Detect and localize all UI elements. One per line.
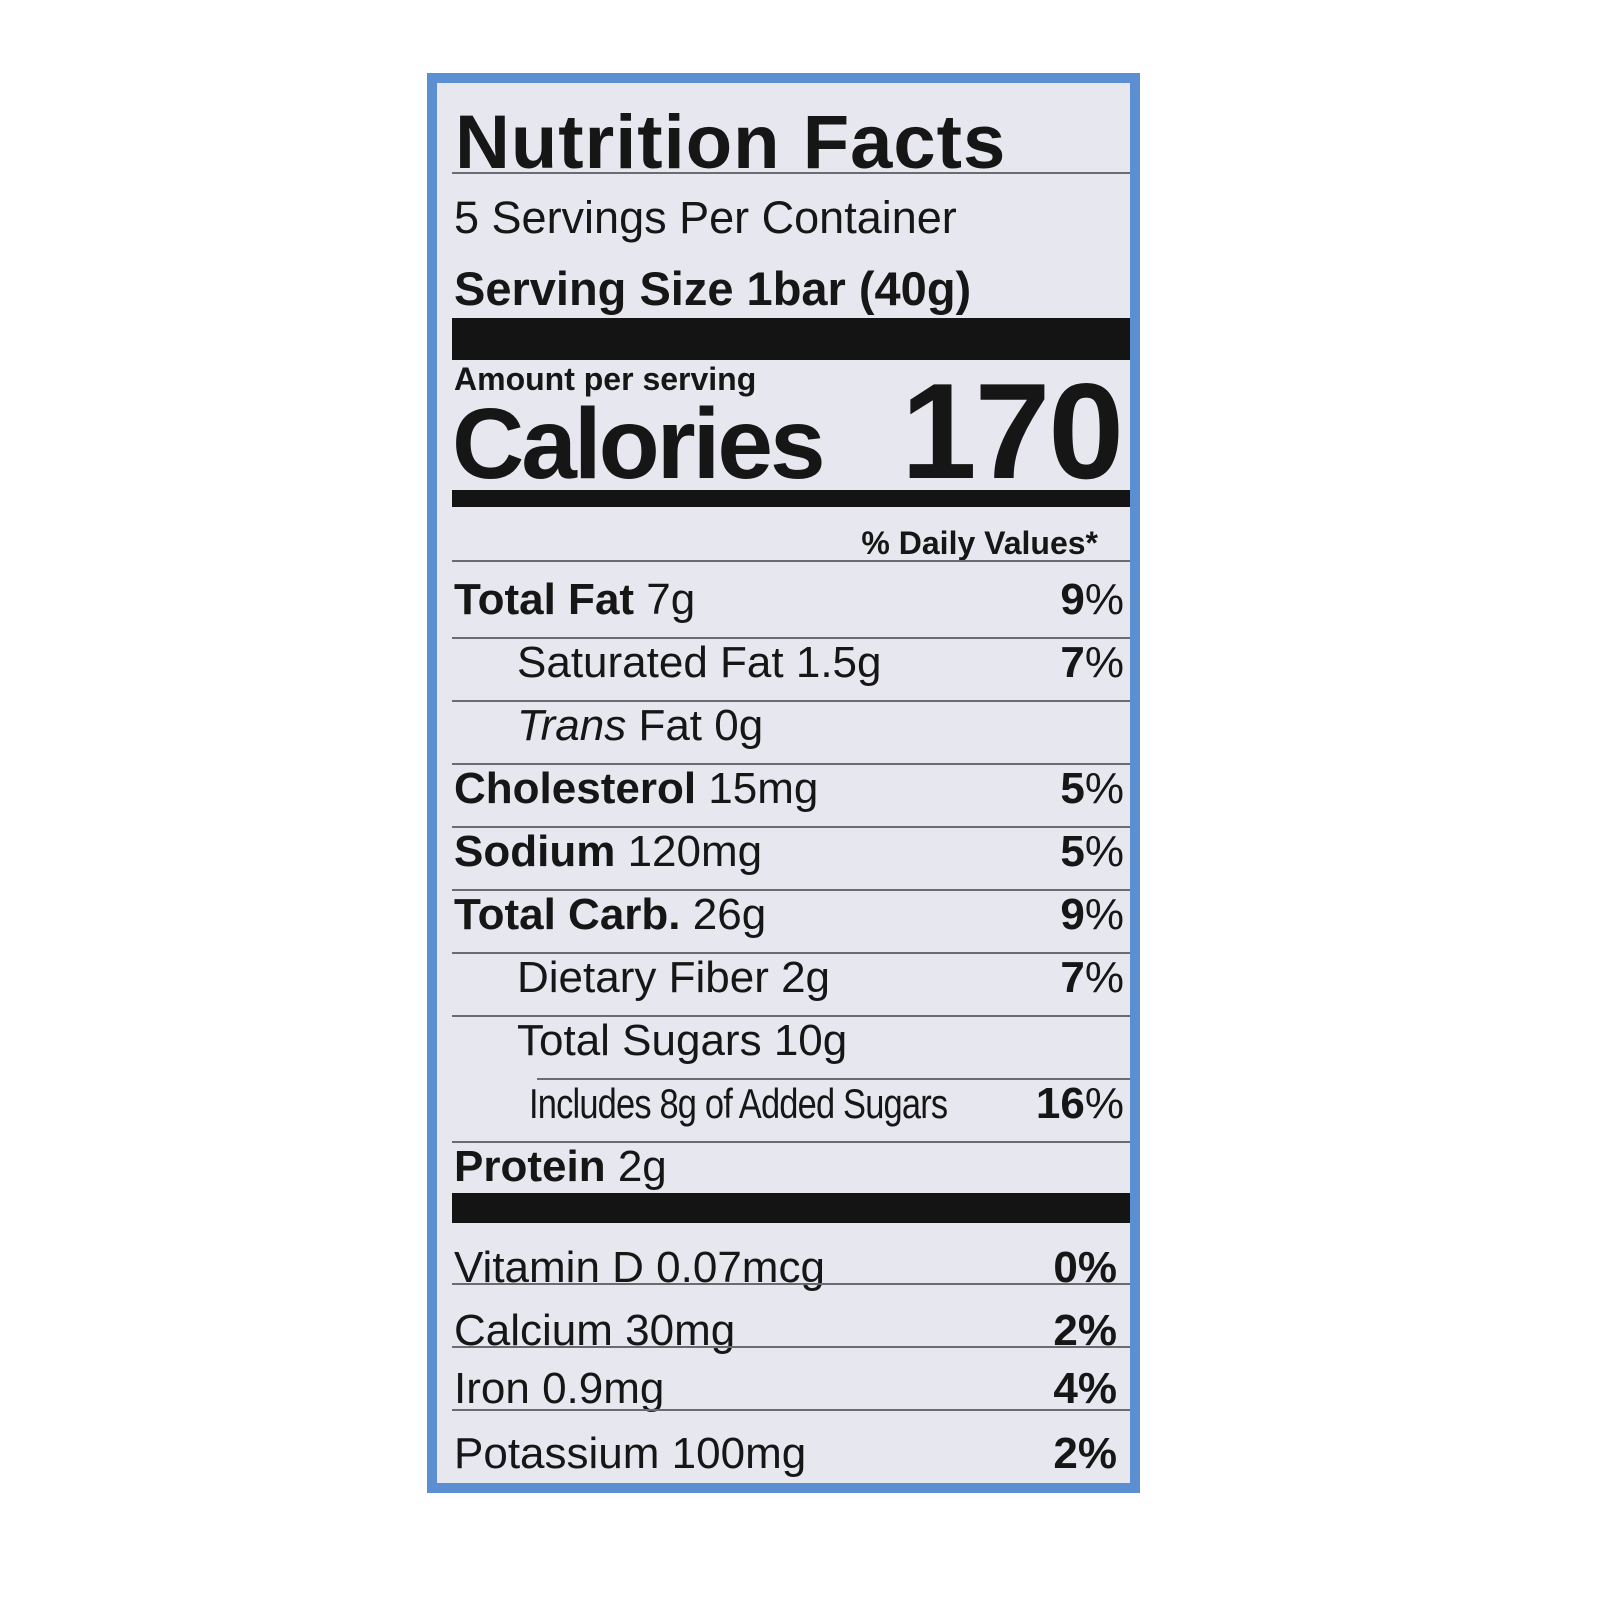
vitamin-daily-value: 4% [1053, 1364, 1117, 1413]
daily-value-number: 16 [1035, 1079, 1085, 1128]
label-title: Nutrition Facts [455, 100, 1007, 185]
nutrient-row: Total Carb. 26g 9% [454, 893, 1124, 937]
percent-sign: % [1084, 575, 1124, 624]
daily-value-number: 9 [1060, 890, 1085, 939]
vitamin-row: Calcium 30mg 2% [454, 1309, 1117, 1353]
divider [452, 826, 1130, 828]
nutrient-daily-value: 7% [1060, 956, 1124, 1000]
nutrient-row: Dietary Fiber 2g 7% [517, 956, 1124, 1000]
nutrient-row: Sodium 120mg 5% [454, 830, 1124, 874]
nutrient-amount: 15mg [708, 764, 819, 813]
vitamin-daily-value: 2% [1053, 1306, 1117, 1355]
daily-value-number: 5 [1060, 764, 1085, 813]
vitamin-name: Iron [454, 1364, 530, 1413]
nutrient-name: Total Carb. [454, 890, 681, 939]
divider [537, 1078, 1130, 1080]
nutrient-amount: 0g [714, 701, 764, 750]
percent-sign: % [1084, 827, 1124, 876]
thick-divider [452, 1193, 1130, 1223]
nutrient-amount: 1.5g [795, 638, 882, 687]
nutrient-name: Includes 8g of Added Sugars [529, 1080, 948, 1127]
nutrient-row: Cholesterol 15mg 5% [454, 767, 1124, 811]
divider [452, 889, 1130, 891]
daily-value-number: 7 [1060, 638, 1085, 687]
daily-values-header: % Daily Values* [861, 525, 1098, 561]
nutrient-row: Includes 8g of Added Sugars 16% [529, 1082, 1124, 1126]
nutrient-name: Saturated Fat [517, 638, 784, 687]
divider [452, 763, 1130, 765]
medium-divider [452, 490, 1130, 507]
nutrient-row: Trans Fat 0g [517, 704, 1124, 748]
percent-sign: % [1084, 953, 1124, 1002]
nutrient-amount: 120mg [627, 827, 763, 876]
daily-value-number: 5 [1060, 827, 1085, 876]
divider [452, 560, 1130, 562]
amount-per-serving: Amount per serving [454, 361, 757, 397]
nutrient-name: Dietary Fiber [517, 953, 769, 1002]
nutrient-name: Total Fat [454, 575, 635, 624]
calories-value: 170 [901, 355, 1124, 507]
nutrient-row: Total Sugars 10g [517, 1019, 1124, 1063]
vitamin-name: Calcium [454, 1306, 613, 1355]
nutrient-row: Total Fat 7g 9% [454, 578, 1124, 622]
percent-sign: % [1084, 764, 1124, 813]
vitamin-amount: 30mg [625, 1306, 736, 1355]
nutrient-daily-value: 16% [1036, 1082, 1124, 1126]
nutrient-amount: 2g [781, 953, 831, 1002]
divider [452, 1141, 1130, 1143]
divider [452, 1409, 1130, 1411]
nutrient-name: Protein [454, 1142, 606, 1191]
percent-sign: % [1084, 890, 1124, 939]
divider [452, 637, 1130, 639]
nutrient-daily-value: 9% [1060, 893, 1124, 937]
vitamin-daily-value: 0% [1053, 1243, 1117, 1292]
daily-value-number: 7 [1060, 953, 1085, 1002]
vitamin-amount: 100mg [671, 1429, 807, 1478]
nutrient-amount: 10g [773, 1016, 848, 1065]
nutrient-daily-value: 5% [1060, 830, 1124, 874]
nutrient-amount: 7g [646, 575, 696, 624]
vitamin-amount: 0.07mcg [656, 1243, 825, 1292]
vitamin-name: Vitamin D [454, 1243, 644, 1292]
servings-per-container: 5 Servings Per Container [454, 192, 957, 243]
divider [452, 1283, 1130, 1285]
divider [452, 700, 1130, 702]
nutrient-amount: 26g [692, 890, 767, 939]
vitamin-daily-value: 2% [1053, 1429, 1117, 1478]
vitamin-amount: 0.9mg [542, 1364, 665, 1413]
divider [452, 172, 1130, 174]
nutrient-amount: 2g [617, 1142, 667, 1191]
nutrient-daily-value: 7% [1060, 641, 1124, 685]
nutrient-name: Sodium [454, 827, 616, 876]
divider [452, 952, 1130, 954]
nutrient-daily-value: 9% [1060, 578, 1124, 622]
nutrition-facts-label: Nutrition Facts 5 Servings Per Container… [427, 73, 1140, 1493]
percent-sign: % [1084, 1079, 1124, 1128]
divider [452, 1346, 1130, 1348]
trans-prefix: Trans [517, 701, 627, 750]
serving-size: Serving Size 1bar (40g) [454, 262, 972, 315]
nutrient-name: Cholesterol [454, 764, 697, 813]
nutrient-row: Saturated Fat 1.5g 7% [517, 641, 1124, 685]
nutrient-name: Fat [638, 701, 703, 750]
thick-divider [452, 318, 1130, 360]
calories-label: Calories [452, 388, 826, 500]
vitamin-row: Potassium 100mg 2% [454, 1432, 1117, 1476]
percent-sign: % [1084, 638, 1124, 687]
vitamin-name: Potassium [454, 1429, 660, 1478]
daily-value-number: 9 [1060, 575, 1085, 624]
vitamin-row: Vitamin D 0.07mcg 0% [454, 1246, 1117, 1290]
nutrient-row: Protein 2g [454, 1145, 1124, 1189]
vitamin-row: Iron 0.9mg 4% [454, 1367, 1117, 1411]
nutrient-name: Total Sugars [517, 1016, 762, 1065]
nutrient-daily-value: 5% [1060, 767, 1124, 811]
divider [452, 1015, 1130, 1017]
